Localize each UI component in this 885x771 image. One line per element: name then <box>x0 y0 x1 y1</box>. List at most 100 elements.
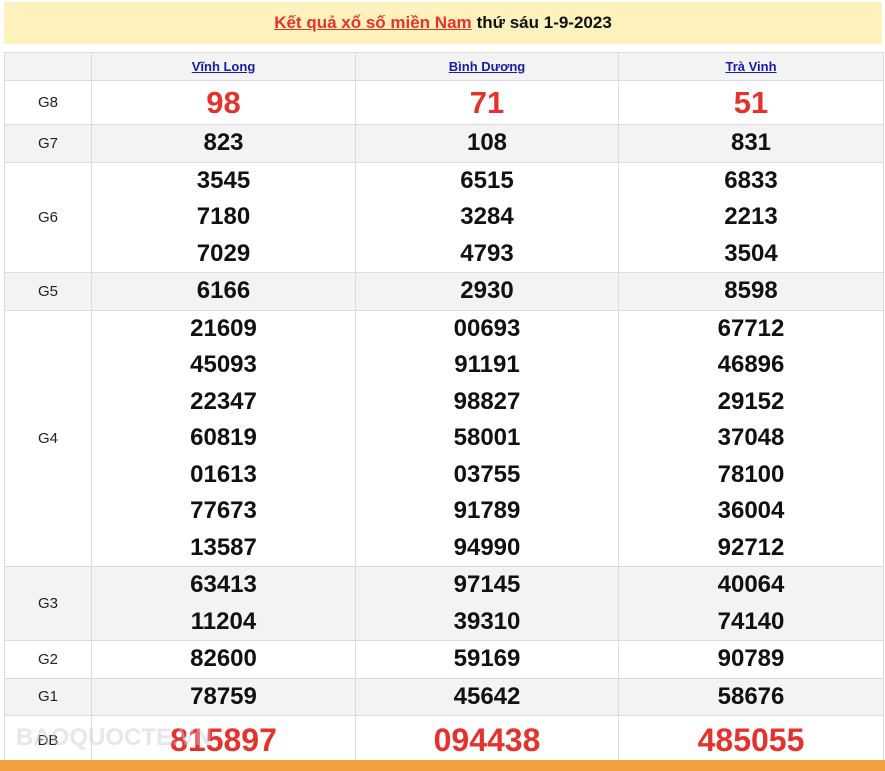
prize-cell: 2930 <box>355 272 619 311</box>
prize-row-đb: ĐB 815897 094438 485055 <box>4 715 884 765</box>
prize-number: 45093 <box>190 351 257 378</box>
prize-cell: 59169 <box>355 640 619 679</box>
prize-number: 4793 <box>460 239 514 267</box>
prize-cell: 108 <box>355 124 619 163</box>
prize-cell: 831 <box>618 124 884 163</box>
prize-cell: 485055 <box>618 715 884 765</box>
prize-number: 11204 <box>190 607 257 635</box>
prize-number: 36004 <box>717 497 785 524</box>
province-link-vinh-long[interactable]: Vĩnh Long <box>191 58 256 74</box>
prize-number: 13587 <box>190 533 257 561</box>
prize-number: 58001 <box>453 424 521 451</box>
prize-cell: 82600 <box>91 640 356 679</box>
prize-number: 7180 <box>196 203 251 230</box>
prize-number: 91789 <box>453 497 521 524</box>
prize-cell: 63413 11204 <box>91 566 356 641</box>
prize-number: 3284 <box>460 203 514 230</box>
prize-number: 60819 <box>190 424 257 451</box>
prize-number: 63413 <box>190 571 257 598</box>
prize-number: 2213 <box>724 203 778 230</box>
province-link-tra-vinh[interactable]: Trà Vinh <box>725 58 777 74</box>
prize-cell: 6833 2213 3504 <box>618 161 884 273</box>
prize-cell: 71 <box>355 80 619 125</box>
footer-bar <box>0 760 885 771</box>
prize-number: 831 <box>730 129 772 156</box>
prize-number: 22347 <box>190 387 257 415</box>
prize-cell: 51 <box>618 80 884 125</box>
prize-number: 3504 <box>724 239 778 267</box>
results-title-link[interactable]: Kết quả xổ số miền Nam <box>274 13 472 32</box>
prize-label: G7 <box>4 124 92 163</box>
prize-number: 29152 <box>717 387 785 415</box>
prize-number: 6833 <box>724 166 778 194</box>
prize-number: 58676 <box>717 682 785 710</box>
prize-number: 094438 <box>433 721 541 758</box>
prize-cell: 823 <box>91 124 356 163</box>
prize-number: 46896 <box>717 351 785 378</box>
prize-label: G4 <box>4 309 92 567</box>
prize-number: 98827 <box>453 387 521 415</box>
prize-label: G8 <box>4 80 92 125</box>
prize-number: 82600 <box>190 645 257 672</box>
prize-row-g8: G8 98 71 51 <box>4 80 884 125</box>
prize-row-g5: G5 6166 2930 8598 <box>4 272 884 311</box>
prize-label: G6 <box>4 161 92 273</box>
prize-label: G5 <box>4 272 92 311</box>
prize-number: 3545 <box>196 166 251 194</box>
prize-number: 74140 <box>717 607 785 635</box>
corner-cell <box>4 52 92 81</box>
prize-cell: 3545 7180 7029 <box>91 161 356 273</box>
prize-number: 90789 <box>717 645 785 672</box>
prize-number: 815897 <box>170 721 277 758</box>
prize-cell: 45642 <box>355 677 619 716</box>
prize-row-g6: G6 3545 7180 7029 6515 3284 4793 6833 2213 3504 <box>4 161 884 273</box>
prize-number: 37048 <box>717 424 785 451</box>
results-date: thứ sáu 1-9-2023 <box>476 13 612 32</box>
prize-cell: 58676 <box>618 677 884 716</box>
prize-cell: 40064 74140 <box>618 566 884 641</box>
prize-number: 67712 <box>717 314 785 342</box>
prize-row-g2: G2 82600 59169 90789 <box>4 640 884 679</box>
prize-cell: 00693 91191 98827 58001 03755 91789 94990 <box>355 309 619 567</box>
prize-number: 108 <box>466 129 508 156</box>
prize-cell: 21609 45093 22347 60819 01613 77673 13587 <box>91 309 356 567</box>
prize-cell: 094438 <box>355 715 619 765</box>
prize-cell: 8598 <box>618 272 884 311</box>
prize-number: 97145 <box>453 571 521 598</box>
results-title: Kết quả xổ số miền Nam thứ sáu 1-9-2023 <box>4 2 882 44</box>
province-link-binh-duong[interactable]: Bình Dương <box>448 58 526 74</box>
prize-cell: 90789 <box>618 640 884 679</box>
prize-label: G3 <box>4 566 92 641</box>
prize-number: 94990 <box>453 533 521 561</box>
prize-cell: 6515 3284 4793 <box>355 161 619 273</box>
prize-number: 2930 <box>460 277 514 304</box>
prize-number: 823 <box>203 129 244 156</box>
prize-number: 59169 <box>453 645 521 672</box>
prize-number: 98 <box>206 84 241 120</box>
prize-cell: 97145 39310 <box>355 566 619 641</box>
prize-number: 92712 <box>717 533 785 561</box>
prize-number: 485055 <box>697 721 805 758</box>
prize-number: 51 <box>733 84 769 120</box>
prize-number: 40064 <box>717 571 785 598</box>
prize-cell: 6166 <box>91 272 356 311</box>
prize-number: 6166 <box>196 277 251 304</box>
prize-number: 78100 <box>717 460 785 488</box>
prize-cell: 815897 <box>91 715 356 765</box>
prize-number: 01613 <box>190 460 257 488</box>
prize-number: 91191 <box>454 351 520 378</box>
prize-cell: 98 <box>91 80 356 125</box>
prize-row-g4: G4 21609 45093 22347 60819 01613 77673 13587 006… <box>4 309 884 567</box>
prize-cell: 78759 <box>91 677 356 716</box>
prize-number: 6515 <box>460 166 514 194</box>
prize-number: 03755 <box>453 460 521 488</box>
province-header-row: Vĩnh Long Bình Dương Trà Vinh <box>4 52 884 81</box>
prize-label: G1 <box>4 677 92 716</box>
prize-number: 39310 <box>453 607 521 635</box>
results-table: Vĩnh Long Bình Dương Trà Vinh G8 98 71 51 G7… <box>4 52 884 765</box>
prize-number: 7029 <box>196 239 251 267</box>
prize-cell: 67712 46896 29152 37048 78100 36004 92712 <box>618 309 884 567</box>
prize-row-g7: G7 823 108 831 <box>4 124 884 163</box>
prize-number: 78759 <box>190 682 257 710</box>
prize-label: G2 <box>4 640 92 679</box>
